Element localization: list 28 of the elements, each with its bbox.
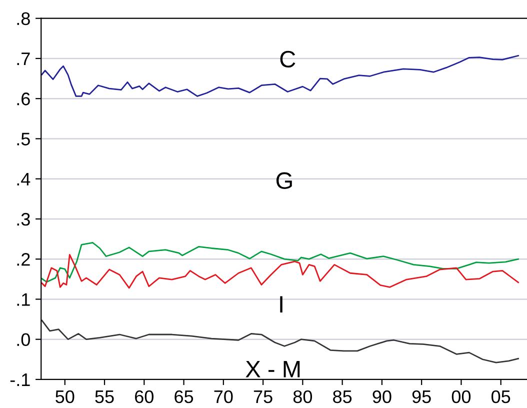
y-tick-label: .5	[17, 132, 30, 146]
series-label: I	[280, 296, 282, 312]
series-label: X - M	[246, 361, 300, 378]
y-tick-label: -.1	[10, 374, 30, 386]
y-tick-label: .0	[17, 333, 30, 346]
x-tick-label: 50	[56, 390, 74, 404]
y-tick-label: .8	[17, 12, 30, 26]
x-tick-label: 80	[293, 390, 312, 404]
x-tick-label: 60	[135, 390, 154, 404]
x-tick-label: 55	[95, 390, 114, 404]
y-tick-label: .1	[17, 293, 30, 306]
line-series	[41, 242, 519, 283]
y-tick-label: .2	[17, 253, 30, 266]
series-label: C	[280, 50, 296, 68]
x-tick-label: 00	[452, 390, 471, 404]
line-series	[41, 254, 519, 289]
x-tick-label: 70	[214, 390, 233, 404]
y-tick-label: .4	[17, 172, 30, 186]
x-tick-label: 05	[492, 390, 510, 404]
y-tick-label: .7	[17, 52, 30, 66]
y-tick-label: .3	[17, 212, 30, 226]
x-tick-label: 75	[254, 390, 272, 404]
y-tick-label: .6	[17, 92, 30, 106]
x-tick-label: 85	[333, 390, 352, 404]
x-tick-label: 95	[412, 390, 431, 404]
x-tick-label: 90	[372, 390, 392, 404]
text: G	[276, 172, 292, 190]
x-tick-label: 65	[174, 390, 194, 404]
